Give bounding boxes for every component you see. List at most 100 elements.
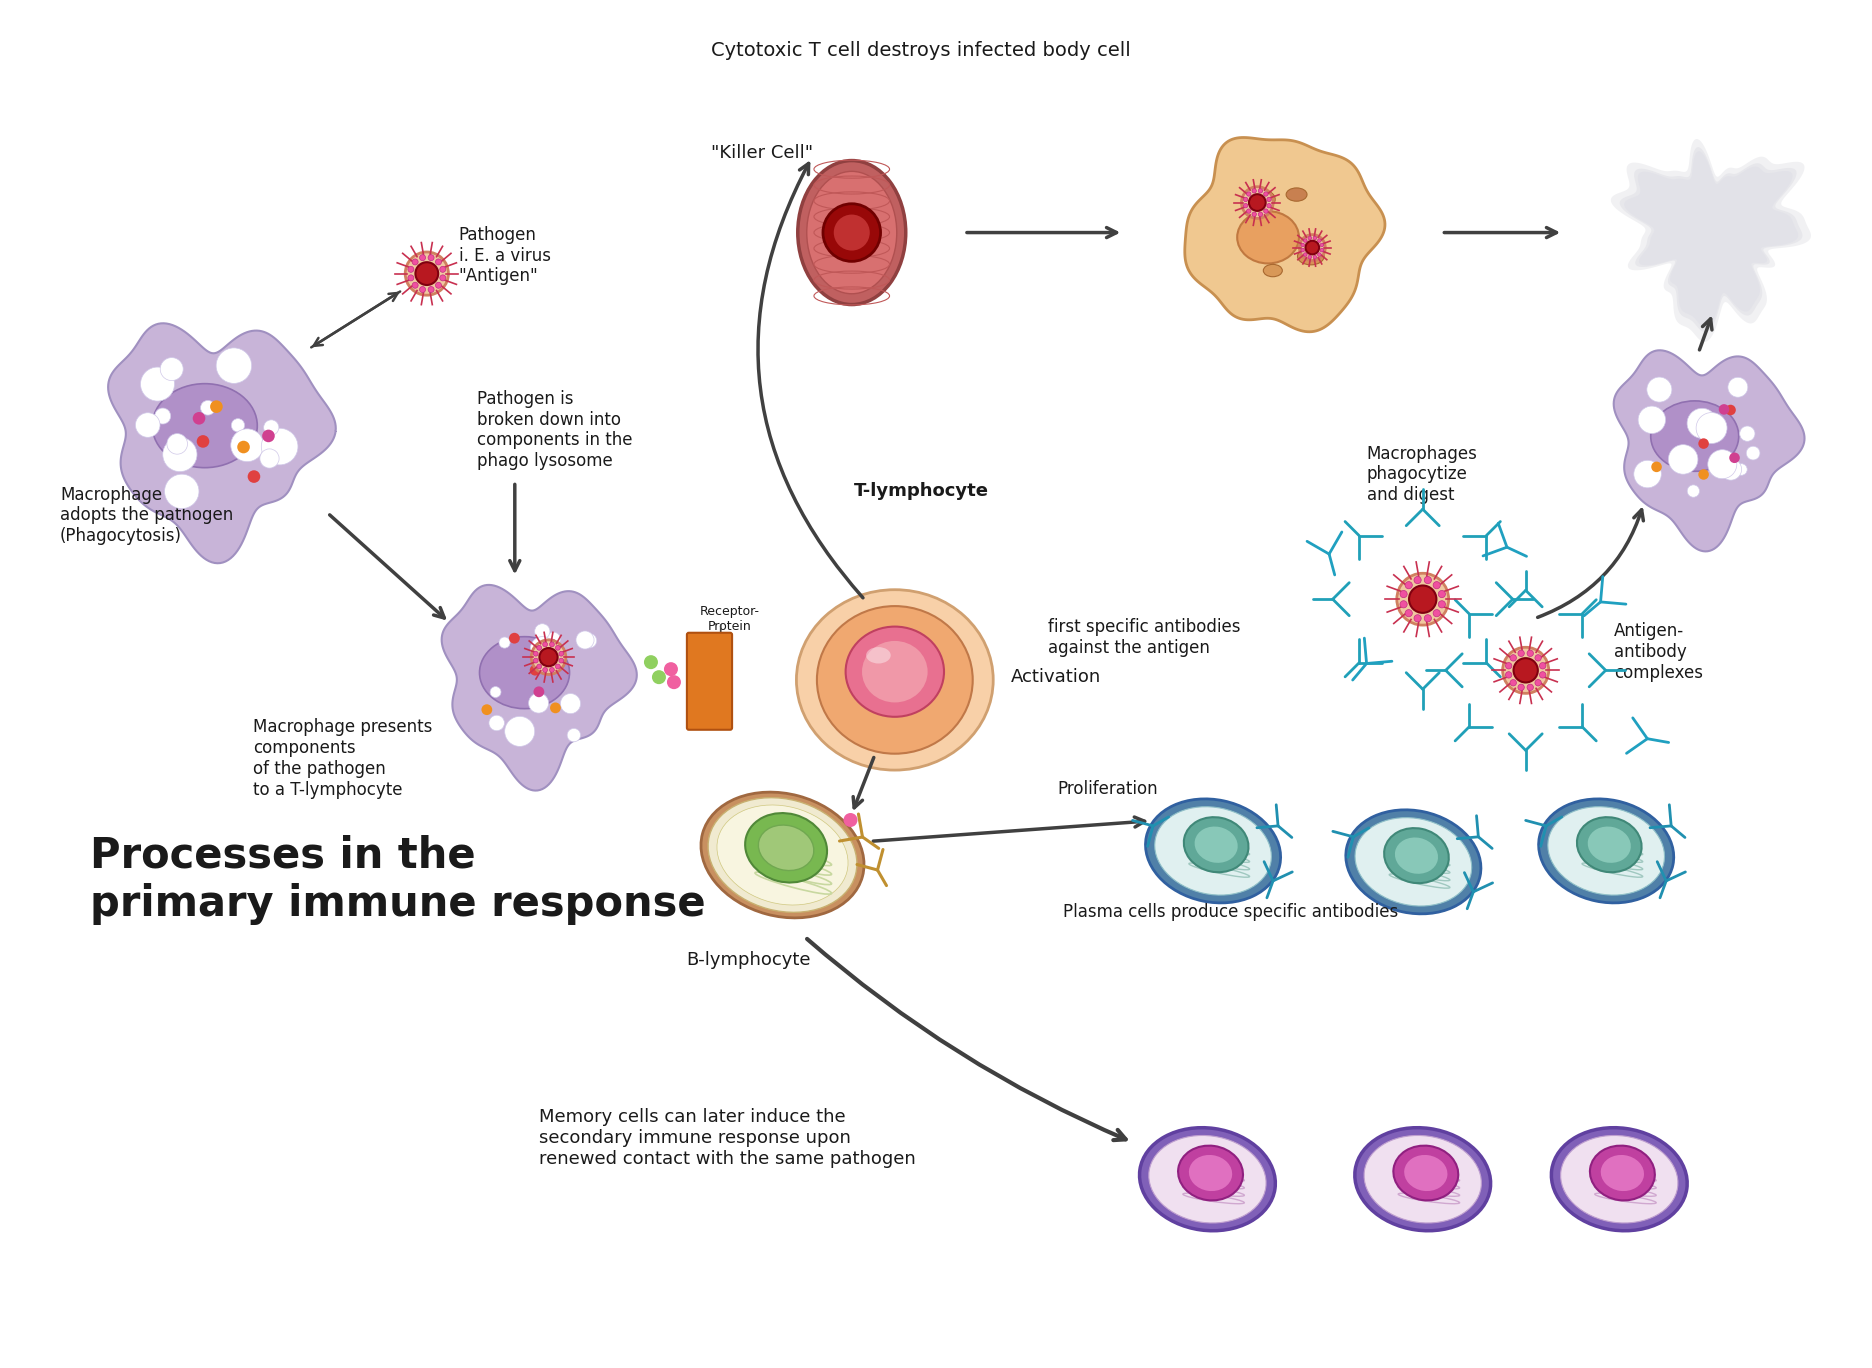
- Circle shape: [1535, 655, 1541, 661]
- Circle shape: [539, 658, 552, 672]
- Circle shape: [1400, 591, 1408, 598]
- Ellipse shape: [1355, 1127, 1490, 1231]
- Circle shape: [1687, 484, 1700, 497]
- Circle shape: [1728, 378, 1748, 397]
- Circle shape: [404, 252, 449, 295]
- Circle shape: [505, 717, 535, 747]
- Circle shape: [1739, 425, 1754, 442]
- Circle shape: [490, 687, 502, 698]
- Circle shape: [1668, 445, 1698, 475]
- Ellipse shape: [700, 792, 865, 918]
- Circle shape: [1267, 204, 1271, 208]
- Circle shape: [161, 357, 183, 380]
- Circle shape: [550, 668, 554, 672]
- Circle shape: [1249, 194, 1265, 211]
- Circle shape: [1511, 655, 1516, 661]
- Text: Receptor-
Protein: Receptor- Protein: [700, 605, 760, 632]
- Ellipse shape: [797, 160, 906, 305]
- Circle shape: [550, 642, 554, 647]
- Text: Memory cells can later induce the
secondary immune response upon
renewed contact: Memory cells can later induce the second…: [539, 1108, 915, 1168]
- Circle shape: [534, 687, 545, 698]
- Ellipse shape: [1264, 264, 1282, 276]
- Circle shape: [429, 254, 434, 261]
- Circle shape: [1301, 244, 1305, 246]
- Circle shape: [1410, 586, 1436, 613]
- Text: T-lymphocyte: T-lymphocyte: [854, 482, 988, 499]
- Ellipse shape: [816, 606, 973, 754]
- Circle shape: [666, 676, 681, 689]
- Circle shape: [1247, 209, 1250, 213]
- Circle shape: [543, 642, 547, 647]
- Circle shape: [567, 728, 580, 741]
- Circle shape: [1406, 581, 1411, 588]
- Ellipse shape: [1552, 1127, 1687, 1231]
- Circle shape: [155, 408, 170, 424]
- Text: Processes in the
primary immune response: Processes in the primary immune response: [90, 834, 706, 925]
- Circle shape: [1252, 189, 1256, 193]
- Ellipse shape: [1561, 1135, 1677, 1223]
- Ellipse shape: [1589, 1145, 1655, 1200]
- Circle shape: [419, 254, 425, 261]
- Ellipse shape: [717, 804, 848, 906]
- Ellipse shape: [1404, 1155, 1447, 1192]
- FancyBboxPatch shape: [687, 633, 732, 729]
- Ellipse shape: [479, 636, 569, 709]
- Circle shape: [1258, 189, 1262, 193]
- Circle shape: [1309, 256, 1312, 259]
- Circle shape: [582, 633, 597, 648]
- Circle shape: [163, 438, 197, 472]
- Circle shape: [1397, 573, 1449, 625]
- Ellipse shape: [152, 383, 256, 468]
- Text: "Killer Cell": "Killer Cell": [711, 144, 814, 161]
- Circle shape: [1735, 464, 1747, 475]
- Circle shape: [1299, 234, 1325, 260]
- Circle shape: [1320, 249, 1324, 252]
- Ellipse shape: [1155, 807, 1271, 895]
- Circle shape: [232, 419, 245, 432]
- Circle shape: [1425, 614, 1432, 622]
- Text: Plasma cells produce specific antibodies: Plasma cells produce specific antibodies: [1063, 903, 1398, 921]
- Circle shape: [537, 646, 541, 650]
- Circle shape: [489, 715, 504, 731]
- Circle shape: [528, 694, 548, 713]
- Circle shape: [1434, 581, 1440, 588]
- Circle shape: [1252, 212, 1256, 216]
- Circle shape: [539, 648, 558, 666]
- Text: Pathogen is
broken down into
components in the
phago lysosome: Pathogen is broken down into components …: [477, 390, 633, 471]
- Circle shape: [560, 658, 563, 663]
- Circle shape: [543, 668, 547, 672]
- Circle shape: [1264, 192, 1267, 196]
- Circle shape: [1312, 256, 1316, 259]
- Circle shape: [436, 259, 442, 265]
- Circle shape: [193, 412, 206, 424]
- Ellipse shape: [758, 825, 814, 870]
- Ellipse shape: [846, 627, 943, 717]
- Circle shape: [1539, 672, 1546, 679]
- Circle shape: [844, 813, 857, 828]
- Circle shape: [532, 640, 565, 674]
- Text: first specific antibodies
against the antigen: first specific antibodies against the an…: [1048, 618, 1241, 657]
- Circle shape: [167, 434, 187, 454]
- Ellipse shape: [1346, 810, 1481, 914]
- Circle shape: [1434, 610, 1440, 617]
- Ellipse shape: [796, 590, 994, 770]
- Circle shape: [1400, 601, 1408, 607]
- Circle shape: [238, 440, 249, 453]
- Circle shape: [1413, 614, 1421, 622]
- Circle shape: [1241, 186, 1273, 219]
- Circle shape: [262, 428, 298, 465]
- Circle shape: [1511, 680, 1516, 685]
- Polygon shape: [442, 586, 636, 791]
- Circle shape: [1406, 610, 1411, 617]
- Circle shape: [1730, 453, 1739, 462]
- Circle shape: [1320, 244, 1324, 246]
- Circle shape: [547, 639, 558, 650]
- Ellipse shape: [1189, 1155, 1232, 1192]
- Circle shape: [1718, 404, 1730, 415]
- Circle shape: [1696, 413, 1728, 443]
- Ellipse shape: [708, 798, 857, 912]
- Ellipse shape: [1539, 799, 1674, 903]
- Circle shape: [1535, 680, 1541, 685]
- Circle shape: [651, 670, 666, 684]
- Circle shape: [197, 435, 210, 447]
